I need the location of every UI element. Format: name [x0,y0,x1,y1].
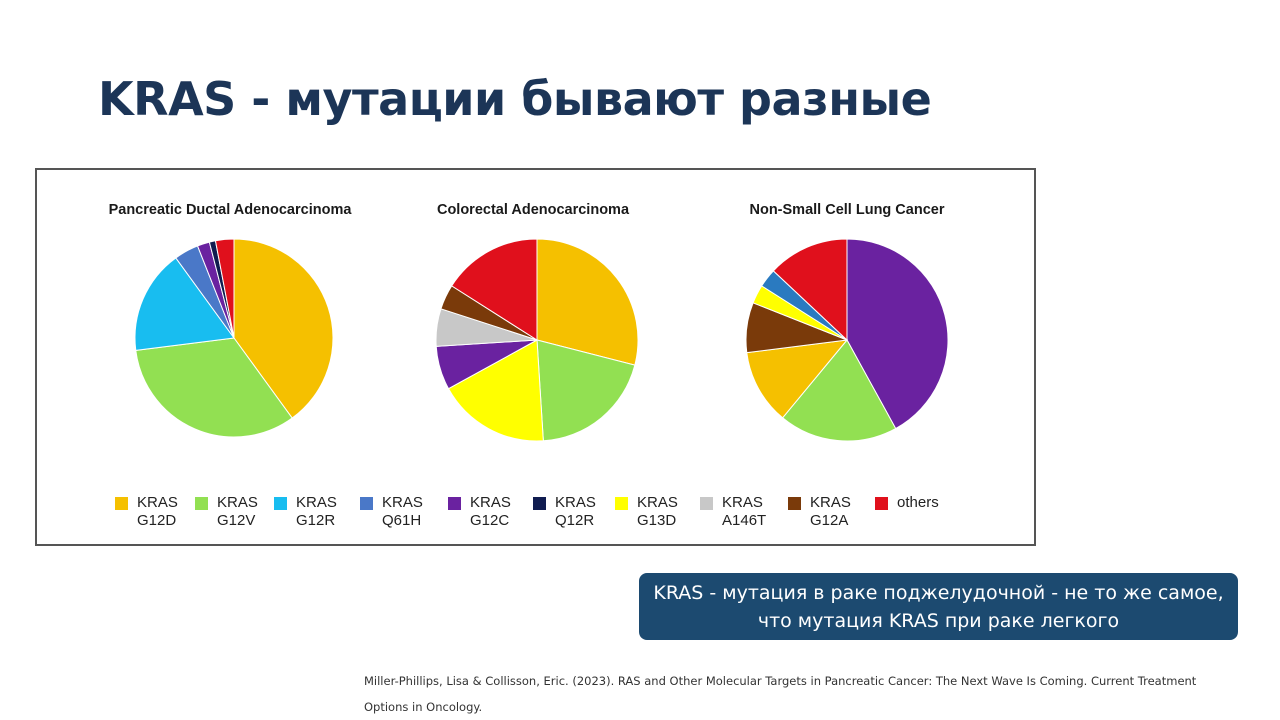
legend-label: KRAS G12D [137,494,178,529]
legend-item: KRAS G12V [195,494,274,530]
pie-slice-kras-g12d [233,238,334,419]
figure-frame: Pancreatic Ductal Adenocarcinoma Colorect… [35,168,1036,546]
callout-line-1: KRAS - мутация в раке поджелудочной - не… [653,582,1224,604]
legend-label: KRAS A146T [722,494,767,529]
chart-title: Non-Small Cell Lung Cancer [750,202,945,218]
legend-label: KRAS G13D [637,494,678,529]
legend-swatch [700,497,713,510]
legend-item: KRAS G12D [115,494,195,530]
legend-swatch [115,497,128,510]
legend-swatch [875,497,888,510]
legend-swatch [274,497,287,510]
legend-item: KRAS G12A [788,494,875,530]
callout-line-2: что мутация KRAS при раке легкого [757,610,1120,632]
legend-label: KRAS Q61H [382,494,423,529]
legend-item: others [875,494,945,530]
legend-item: KRAS G12R [274,494,360,530]
legend-label: KRAS G12V [217,494,258,529]
chart-title: Pancreatic Ductal Adenocarcinoma [109,202,353,218]
legend-item: KRAS A146T [700,494,788,530]
chart-title: Colorectal Adenocarcinoma [437,202,630,218]
pie-slice-kras-g12v [135,337,293,438]
pie-slice-kras-g12d [536,238,639,366]
slide-title: KRAS - мутации бывают разные [98,72,932,126]
pie-slice-kras-g13d [447,339,544,442]
legend-swatch [195,497,208,510]
pie-slice-kras-g12d [746,339,849,419]
legend-label: KRAS G12R [296,494,337,529]
pie-slice-others [214,238,235,339]
legend-item: KRAS Q61H [360,494,448,530]
pie-charts: Pancreatic Ductal Adenocarcinoma Colorect… [109,202,949,442]
legend-item: KRAS G12C [448,494,533,530]
legend-swatch [533,497,546,510]
pie-slice-others [772,238,848,342]
legend-item: KRAS Q12R [533,494,615,530]
citation: Miller-Phillips, Lisa & Collisson, Eric.… [364,674,1197,714]
pie-slice-kras-g12c [846,238,949,430]
legend: KRAS G12D KRAS G12V KRAS G12R KRAS Q61H KRAS… [115,494,945,530]
callout-box: KRAS - мутация в раке поджелудочной - не… [639,573,1238,640]
legend-label: KRAS G12A [810,494,851,529]
legend-swatch [615,497,628,510]
pie-slice-others [451,238,538,341]
legend-swatch [788,497,801,510]
legend-label: KRAS G12C [470,494,511,529]
pie-slice-kras-g12r [134,257,235,351]
legend-swatch [360,497,373,510]
legend-swatch [448,497,461,510]
legend-label: KRAS Q12R [555,494,596,529]
legend-label: others [897,494,939,511]
pie-slice-kras-g12v [781,339,897,442]
legend-item: KRAS G13D [615,494,700,530]
pie-slice-kras-g12v [536,339,636,442]
